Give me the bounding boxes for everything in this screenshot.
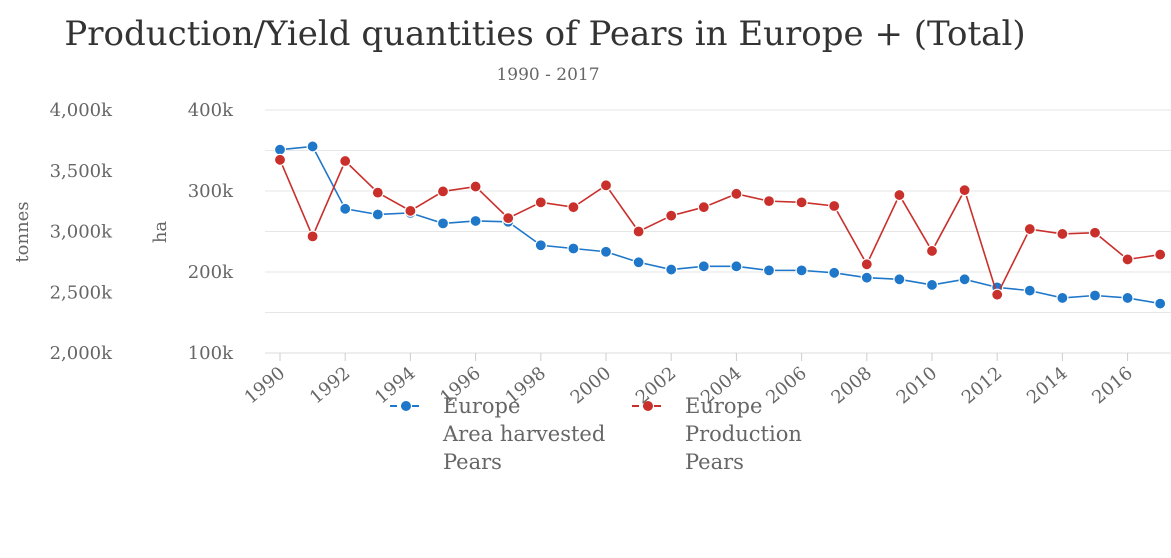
data-point[interactable] xyxy=(567,242,580,255)
y-right-tick-label: 400k xyxy=(188,100,234,121)
data-point[interactable] xyxy=(958,273,971,286)
y-left-tick-label: 2,500k xyxy=(50,282,114,303)
data-point[interactable] xyxy=(599,245,613,258)
data-point[interactable] xyxy=(469,180,482,193)
legend-label-line2: Area harvested xyxy=(442,422,605,446)
data-point[interactable] xyxy=(371,208,384,221)
y-left-tick-label: 2,000k xyxy=(50,343,114,364)
x-tick-label: 2010 xyxy=(893,363,942,409)
y-right-axis-title: ha xyxy=(150,221,171,244)
legend-label-line1: Europe xyxy=(685,394,762,418)
data-point[interactable] xyxy=(1088,226,1102,239)
gridlines xyxy=(265,109,1171,354)
series-line xyxy=(279,145,1161,305)
chart-subtitle: 1990 - 2017 xyxy=(496,65,599,85)
data-point[interactable] xyxy=(893,188,906,202)
data-point[interactable] xyxy=(730,187,743,200)
data-point[interactable] xyxy=(730,260,743,273)
y-left-tick-labels: 2,000k 2,500k 3,000k 3,500k 4,000k xyxy=(50,100,114,364)
chart-title: Production/Yield quantities of Pears in … xyxy=(64,14,1025,54)
y-left-tick-label: 3,000k xyxy=(50,222,114,243)
x-tick-label: 2002 xyxy=(632,363,681,409)
data-point[interactable] xyxy=(1056,227,1069,241)
data-point[interactable] xyxy=(1154,297,1167,310)
data-point[interactable] xyxy=(925,244,939,258)
data-point[interactable] xyxy=(534,239,547,252)
data-point[interactable] xyxy=(991,288,1004,301)
data-point[interactable] xyxy=(893,273,906,286)
data-point[interactable] xyxy=(697,201,710,214)
data-point[interactable] xyxy=(1154,248,1167,261)
data-point[interactable] xyxy=(273,153,287,166)
data-point[interactable] xyxy=(371,186,384,199)
x-tick-label: 2008 xyxy=(827,363,876,409)
data-point[interactable] xyxy=(828,199,841,213)
x-tick-label: 1994 xyxy=(371,363,420,409)
legend-swatch-marker xyxy=(401,401,411,411)
y-left-axis-title: tonnes xyxy=(12,201,33,262)
data-point[interactable] xyxy=(599,179,613,192)
data-point[interactable] xyxy=(273,143,287,156)
data-point[interactable] xyxy=(958,184,971,197)
data-point[interactable] xyxy=(665,209,678,222)
data-point[interactable] xyxy=(697,260,710,273)
legend[interactable]: Europe Area harvested Pears Europe Produ… xyxy=(390,394,802,474)
data-point[interactable] xyxy=(306,140,319,153)
data-point[interactable] xyxy=(762,264,776,277)
y-right-tick-label: 300k xyxy=(188,181,234,202)
data-point[interactable] xyxy=(632,225,645,238)
data-point[interactable] xyxy=(567,201,580,214)
data-point[interactable] xyxy=(795,264,808,277)
y-left-tick-label: 3,500k xyxy=(50,161,114,182)
data-point[interactable] xyxy=(1088,289,1102,302)
data-point[interactable] xyxy=(1023,222,1036,236)
y-right-tick-label: 100k xyxy=(188,343,234,364)
x-tick-label: 2016 xyxy=(1088,363,1137,409)
y-right-tick-label: 200k xyxy=(188,262,234,283)
x-tick-label: 2012 xyxy=(958,363,1007,409)
legend-label-line3: Pears xyxy=(443,450,502,474)
data-point[interactable] xyxy=(436,185,450,198)
legend-item-area-harvested[interactable]: Europe Area harvested Pears xyxy=(390,394,605,474)
series-layer xyxy=(273,140,1167,310)
data-point[interactable] xyxy=(469,214,482,228)
data-point[interactable] xyxy=(306,230,319,243)
data-point[interactable] xyxy=(632,256,645,269)
data-point[interactable] xyxy=(502,212,515,225)
data-point[interactable] xyxy=(1121,253,1134,266)
data-point[interactable] xyxy=(1121,291,1134,305)
legend-label-line3: Pears xyxy=(685,450,744,474)
x-tick-label: 1992 xyxy=(306,363,355,409)
data-point[interactable] xyxy=(436,217,450,230)
legend-item-production[interactable]: Europe Production Pears xyxy=(632,394,802,474)
data-point[interactable] xyxy=(339,202,352,215)
x-tick-label: 2014 xyxy=(1023,363,1072,409)
data-point[interactable] xyxy=(404,204,417,217)
y-left-tick-label: 4,000k xyxy=(50,100,114,121)
data-point[interactable] xyxy=(339,154,352,168)
data-point[interactable] xyxy=(1056,291,1069,305)
x-tick-label: 2000 xyxy=(567,363,616,409)
x-tick-label: 2006 xyxy=(762,363,811,409)
legend-label-line2: Production xyxy=(685,422,802,446)
data-point[interactable] xyxy=(860,271,873,284)
data-point[interactable] xyxy=(1023,284,1036,297)
data-point[interactable] xyxy=(828,266,841,279)
data-point[interactable] xyxy=(762,195,776,208)
data-point[interactable] xyxy=(860,258,873,271)
series-line xyxy=(279,159,1161,297)
x-tick-label: 1990 xyxy=(241,363,290,409)
y-right-tick-labels: 100k 200k 300k 400k xyxy=(188,100,234,364)
data-point[interactable] xyxy=(534,196,547,209)
legend-label-line1: Europe xyxy=(443,394,520,418)
data-point[interactable] xyxy=(665,263,678,276)
legend-swatch-marker xyxy=(643,401,653,411)
data-point[interactable] xyxy=(795,196,808,209)
data-point[interactable] xyxy=(925,278,939,292)
